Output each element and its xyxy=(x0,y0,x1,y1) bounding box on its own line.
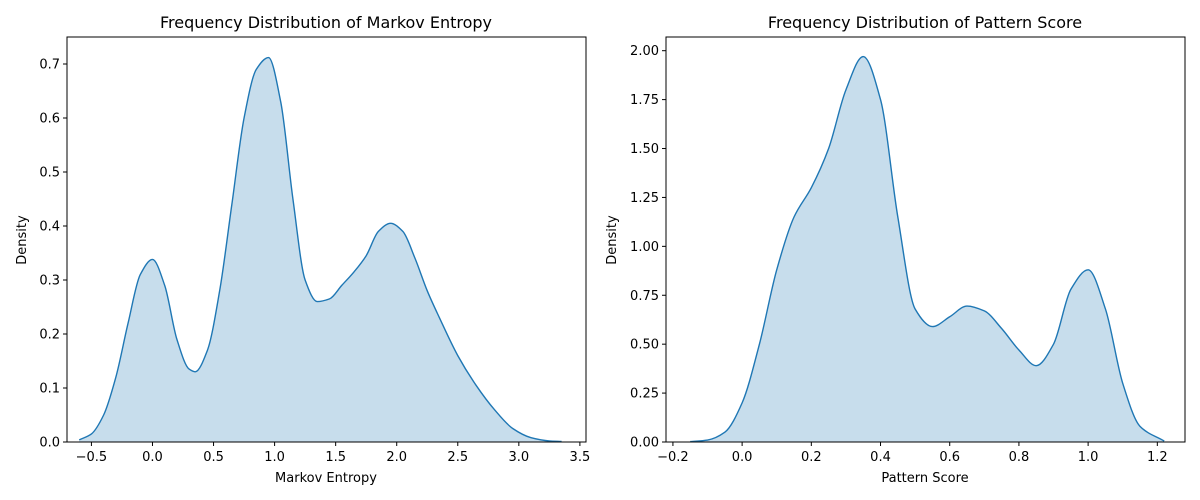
y-tick-label: 0.7 xyxy=(39,58,60,73)
density-area xyxy=(79,57,562,443)
x-tick-label: 0.6 xyxy=(939,450,960,465)
y-tick-label: 1.25 xyxy=(630,191,659,206)
y-tick-label: 0.50 xyxy=(630,338,659,353)
y-tick-label: 1.75 xyxy=(630,93,659,108)
x-tick-label: 0.8 xyxy=(1009,450,1030,465)
y-tick-label: 0.6 xyxy=(39,112,60,127)
chart-title: Frequency Distribution of Markov Entropy xyxy=(160,13,492,32)
y-tick-label: 0.2 xyxy=(39,328,60,343)
x-tick-label: 3.5 xyxy=(570,450,591,465)
y-axis-label: Density xyxy=(15,215,30,265)
x-tick-label: 1.0 xyxy=(1078,450,1099,465)
plot-frame xyxy=(66,36,587,443)
x-tick-label: 1.5 xyxy=(325,450,346,465)
x-tick-label: −0.5 xyxy=(76,450,108,465)
density-area xyxy=(690,56,1165,442)
x-axis: −0.5 0.0 0.5 1.0 1.5 2.0 2.5 3.0 3.5 xyxy=(76,442,591,465)
x-tick-label: 3.0 xyxy=(508,450,529,465)
x-tick-label: 1.0 xyxy=(264,450,285,465)
x-tick-label: 0.5 xyxy=(203,450,224,465)
y-tick-label: 0.25 xyxy=(630,387,659,402)
plot-frame xyxy=(665,36,1186,443)
chart-title: Frequency Distribution of Pattern Score xyxy=(768,13,1082,32)
markov-entropy-chart: Frequency Distribution of Markov Entropy… xyxy=(15,13,590,486)
x-tick-label: 2.0 xyxy=(386,450,407,465)
y-axis: 0.00 0.25 0.50 0.75 1.00 1.25 1.50 1.75 2.00 xyxy=(630,44,666,451)
x-axis-label: Markov Entropy xyxy=(275,471,377,486)
x-tick-label: 0.4 xyxy=(870,450,891,465)
y-axis-label: Density xyxy=(605,215,620,265)
x-axis: −0.2 0.0 0.2 0.4 0.6 0.8 1.0 1.2 xyxy=(657,442,1168,465)
y-tick-label: 0.5 xyxy=(39,166,60,181)
pattern-score-chart: Frequency Distribution of Pattern Score … xyxy=(605,13,1186,486)
y-tick-label: 0.00 xyxy=(630,436,659,451)
y-tick-label: 0.4 xyxy=(39,220,60,235)
x-tick-label: 0.0 xyxy=(142,450,163,465)
y-tick-label: 1.50 xyxy=(630,142,659,157)
x-axis-label: Pattern Score xyxy=(881,471,968,486)
x-tick-label: 1.2 xyxy=(1147,450,1168,465)
x-tick-label: 0.2 xyxy=(801,450,822,465)
y-axis: 0.0 0.1 0.2 0.3 0.4 0.5 0.6 0.7 xyxy=(39,58,67,451)
density-curve xyxy=(78,56,562,443)
y-tick-label: 0.75 xyxy=(630,289,659,304)
x-tick-label: 0.0 xyxy=(732,450,753,465)
density-curve xyxy=(690,55,1165,443)
x-tick-label: −0.2 xyxy=(657,450,689,465)
x-tick-label: 2.5 xyxy=(447,450,468,465)
y-tick-label: 1.00 xyxy=(630,240,659,255)
y-tick-label: 2.00 xyxy=(630,44,659,59)
y-tick-label: 0.0 xyxy=(39,436,60,451)
y-tick-label: 0.1 xyxy=(39,382,60,397)
y-tick-label: 0.3 xyxy=(39,274,60,289)
